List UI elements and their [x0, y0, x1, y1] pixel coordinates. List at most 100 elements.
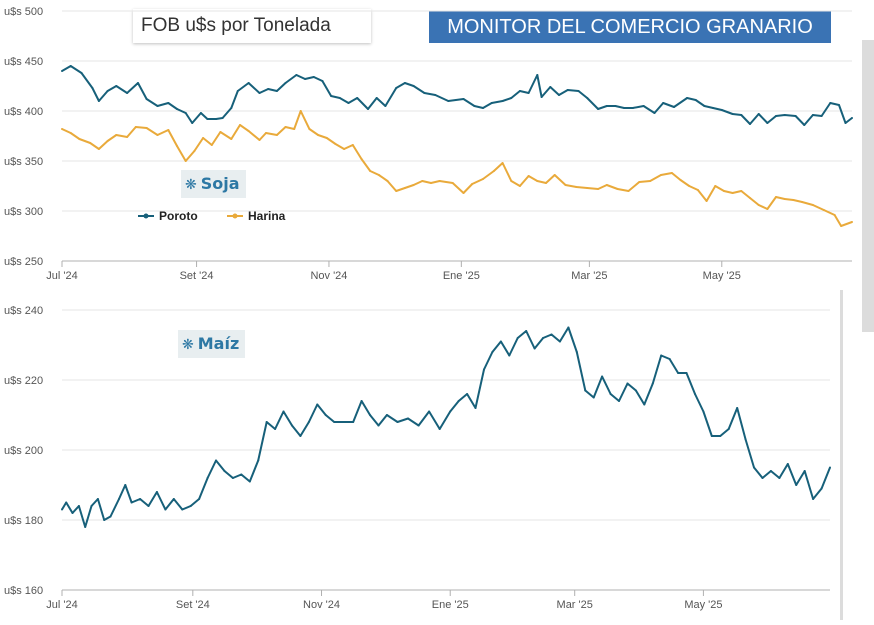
- data-point: [316, 403, 319, 406]
- data-point: [428, 410, 431, 413]
- data-point: [126, 136, 129, 138]
- chart-title: FOB u$s por Tonelada: [133, 9, 371, 43]
- y-tick-label: u$s 160: [4, 585, 43, 597]
- data-point: [223, 470, 226, 472]
- data-point: [412, 85, 415, 87]
- y-tick-label: u$s 500: [4, 6, 43, 18]
- data-point: [167, 129, 170, 131]
- data-point: [377, 424, 380, 427]
- data-point: [844, 122, 847, 124]
- legend-label[interactable]: Harina: [248, 209, 286, 223]
- data-point: [202, 137, 205, 139]
- monitor-banner: MONITOR DEL COMERCIO GRANARIO: [429, 11, 831, 43]
- data-point: [609, 393, 612, 395]
- data-point: [324, 414, 327, 416]
- data-point: [803, 124, 806, 126]
- data-point: [295, 74, 298, 76]
- data-point: [829, 466, 831, 469]
- data-point: [597, 188, 600, 190]
- data-point: [757, 204, 760, 206]
- data-point: [577, 90, 580, 92]
- data-point: [651, 382, 654, 385]
- data-point: [712, 107, 715, 109]
- data-point: [423, 92, 426, 94]
- scrollbar-track[interactable]: [862, 40, 874, 332]
- data-point: [231, 477, 234, 479]
- data-point: [61, 70, 63, 72]
- legend-marker: [143, 213, 149, 219]
- maiz-badge-label: Maíz: [197, 334, 240, 353]
- data-point: [71, 512, 74, 514]
- data-point: [618, 400, 621, 402]
- data-point: [811, 204, 814, 206]
- data-point: [783, 114, 786, 116]
- data-point: [840, 225, 843, 227]
- y-tick-label: u$s 250: [4, 256, 43, 268]
- data-point: [330, 95, 333, 97]
- data-point: [134, 126, 137, 128]
- data-point: [490, 102, 493, 104]
- data-point: [851, 221, 853, 223]
- data-point: [564, 184, 567, 186]
- data-point: [482, 368, 485, 371]
- data-point: [544, 182, 547, 184]
- data-point: [103, 519, 106, 521]
- data-point: [638, 181, 641, 183]
- data-point: [679, 179, 682, 181]
- data-point: [694, 99, 697, 101]
- data-point: [219, 131, 222, 133]
- data-point: [775, 115, 778, 117]
- data-point: [308, 128, 311, 130]
- legend-label[interactable]: Poroto: [159, 209, 198, 223]
- data-point: [584, 389, 587, 392]
- x-tick-label: Jul '24: [46, 599, 77, 611]
- data-point: [720, 109, 723, 111]
- data-point: [536, 74, 539, 76]
- data-point: [65, 501, 68, 504]
- x-tick-label: May '25: [703, 270, 741, 282]
- data-point: [429, 182, 432, 184]
- data-point: [360, 158, 363, 160]
- data-point: [575, 351, 578, 353]
- panel-divider: [840, 290, 843, 620]
- y-tick-label: u$s 200: [4, 445, 43, 457]
- data-point: [592, 396, 595, 399]
- data-point: [473, 105, 476, 107]
- data-point: [236, 90, 239, 92]
- data-point: [206, 477, 209, 479]
- data-point: [642, 105, 645, 107]
- data-point: [462, 98, 465, 100]
- data-point: [670, 172, 673, 174]
- data-point: [145, 98, 148, 100]
- data-point: [685, 372, 688, 374]
- data-point: [527, 175, 530, 177]
- data-point: [267, 88, 270, 90]
- data-point: [673, 106, 676, 108]
- data-point: [688, 185, 691, 187]
- data-point: [586, 97, 589, 99]
- data-point: [626, 382, 629, 385]
- x-tick-label: Nov '24: [303, 599, 340, 611]
- data-point: [97, 100, 100, 102]
- data-point: [417, 424, 420, 427]
- data-point: [803, 470, 806, 472]
- data-point: [215, 459, 218, 462]
- data-point: [727, 428, 730, 430]
- data-point: [533, 347, 536, 350]
- data-point: [851, 117, 853, 119]
- data-point: [660, 174, 663, 176]
- data-point: [257, 459, 260, 462]
- x-tick-label: Mar '25: [571, 270, 607, 282]
- data-point: [69, 132, 72, 134]
- legend-marker: [232, 213, 238, 219]
- data-point: [696, 189, 699, 191]
- data-point: [115, 85, 118, 87]
- data-point: [338, 97, 341, 99]
- data-point: [616, 188, 619, 190]
- data-point: [275, 134, 278, 136]
- data-point: [307, 421, 310, 423]
- data-point: [614, 105, 617, 107]
- soja-badge: ❋ Soja: [181, 170, 246, 198]
- data-point: [230, 138, 233, 140]
- data-point: [421, 180, 424, 182]
